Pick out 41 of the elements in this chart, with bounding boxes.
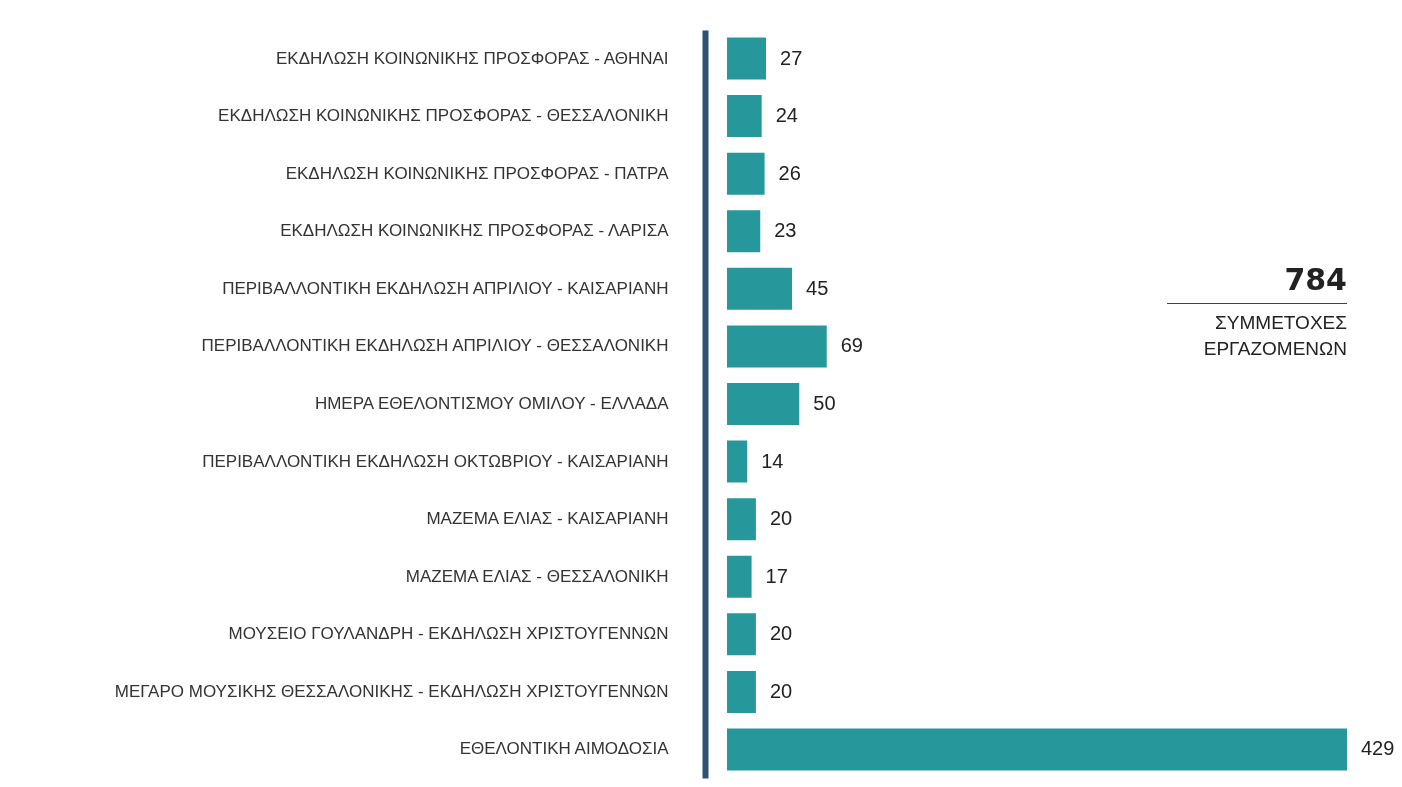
- y-tick-label: ΕΚΔΗΛΩΣΗ ΚΟΙΝΩΝΙΚΗΣ ΠΡΟΣΦΟΡΑΣ - ΠΑΤΡΑ: [285, 163, 670, 183]
- y-tick-label: ΕΘΕΛΟΝΤΙΚΗ ΑΙΜΟΔΟΣΙΑ: [459, 739, 670, 759]
- bar: [727, 37, 767, 80]
- data-label: 429: [1361, 737, 1395, 760]
- y-tick-label: ΜΕΓΑΡΟ ΜΟΥΣΙΚΗΣ ΘΕΣΣΑΛΟΝΙΚΗΣ - ΕΚΔΗΛΩΣΗ ΧΡΙΣΤΟΥΓΕΝΝΩΝ: [114, 681, 669, 701]
- y-tick-label: ΜΑΖΕΜΑ ΕΛΙΑΣ - ΚΑΙΣΑΡΙΑΝΗ: [426, 509, 669, 529]
- bar: [727, 670, 756, 713]
- data-label: 14: [761, 449, 784, 472]
- y-tick-label: ΕΚΔΗΛΩΣΗ ΚΟΙΝΩΝΙΚΗΣ ΠΡΟΣΦΟΡΑΣ - ΘΕΣΣΑΛΟΝΙΚΗ: [218, 106, 669, 126]
- y-tick-label: ΗΜΕΡΑ ΕΘΕΛΟΝΤΙΣΜΟΥ ΟΜΙΛΟΥ - ΕΛΛΑΔΑ: [314, 394, 670, 413]
- annotation: 784: [1167, 262, 1347, 304]
- data-label: 69: [840, 334, 863, 357]
- data-label: 17: [765, 564, 788, 587]
- bar: [727, 267, 793, 310]
- y-tick-label: ΠΕΡΙΒΑΛΛΟΝΤΙΚΗ ΕΚΔΗΛΩΣΗ ΑΠΡΙΛΙΟΥ - ΘΕΣΣΑΛΟΝΙΚΗ: [201, 336, 669, 356]
- bar: [727, 325, 827, 368]
- data-label: 20: [769, 622, 793, 645]
- annotation: ΣΥΜΜΕΤΟΧΕΣ ΕΡΓΑΖΟΜΕΝΩΝ: [1202, 311, 1347, 361]
- y-tick-label: ΜΑΖΕΜΑ ΕΛΙΑΣ - ΘΕΣΣΑΛΟΝΙΚΗ: [405, 566, 669, 586]
- bar: [727, 440, 748, 483]
- bar: [727, 498, 756, 541]
- data-label: 45: [806, 276, 829, 299]
- data-label: 24: [775, 104, 798, 127]
- data-label: 50: [813, 392, 836, 414]
- y-tick-label: ΠΕΡΙΒΑΛΛΟΝΤΙΚΗ ΕΚΔΗΛΩΣΗ ΑΠΡΙΛΙΟΥ - ΚΑΙΣΑΡΙΑΝΗ: [222, 278, 669, 298]
- bar: [727, 555, 752, 598]
- data-label: 20: [769, 679, 793, 702]
- data-label: 23: [774, 219, 797, 242]
- data-label: 27: [780, 46, 803, 69]
- bar: [727, 210, 761, 253]
- data-label: 26: [778, 161, 801, 184]
- bar: [727, 382, 800, 426]
- y-tick-label: ΠΕΡΙΒΑΛΛΟΝΤΙΚΗ ΕΚΔΗΛΩΣΗ ΟΚΤΩΒΡΙΟΥ - ΚΑΙΣΑΡΙΑΝΗ: [202, 451, 669, 471]
- bar: [727, 613, 756, 656]
- y-tick-label: ΕΚΔΗΛΩΣΗ ΚΟΙΝΩΝΙΚΗΣ ΠΡΟΣΦΟΡΑΣ - ΑΘΗΝΑΙ: [275, 48, 669, 68]
- data-label: 20: [769, 507, 793, 530]
- bar: [727, 728, 1347, 771]
- bar: [727, 95, 762, 138]
- y-tick-label: ΕΚΔΗΛΩΣΗ ΚΟΙΝΩΝΙΚΗΣ ΠΡΟΣΦΟΡΑΣ - ΛΑΡΙΣΑ: [280, 221, 670, 241]
- y-tick-label: ΜΟΥΣΕΙΟ ΓΟΥΛΑΝΔΡΗ - ΕΚΔΗΛΩΣΗ ΧΡΙΣΤΟΥΓΕΝΝΩΝ: [228, 624, 669, 644]
- bar: [727, 152, 765, 195]
